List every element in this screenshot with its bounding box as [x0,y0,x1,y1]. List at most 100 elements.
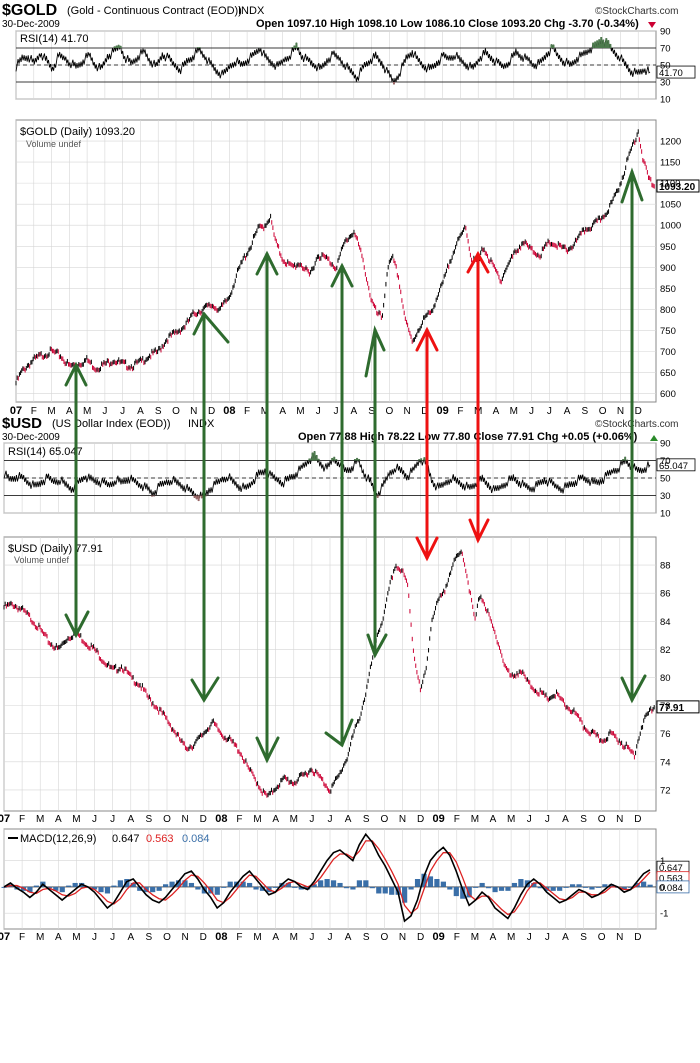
macd-histogram-bar [389,886,395,895]
gold-rsi-title: RSI(14) 41.70 [20,33,88,45]
month-tick-label: J [316,406,321,417]
macd-legend: MACD(12,26,9) 0.647 0.563 0.084 [8,833,210,845]
macd-histogram-bar [363,880,369,887]
month-tick-label: J [120,406,125,417]
macd-histogram-bar [434,879,440,887]
price-value-label: 77.91 [659,703,684,714]
month-tick-label: F [236,814,242,825]
month-tick-label: M [471,814,479,825]
macd-value-box [656,880,690,894]
rsi-value-label: 41.70 [659,68,683,79]
macd-histogram-bar [557,886,563,891]
red-arrow-2 [466,250,490,544]
y-tick-label: -1 [660,909,668,920]
y-tick-label: 82 [660,645,671,656]
y-tick-label: 0 [660,882,665,893]
macd-histogram-bar [479,882,485,887]
price-value-label: 1093.20 [659,182,696,193]
month-tick-label: O [599,406,607,417]
macd-value-label: 0.563 [659,874,683,885]
macd-histogram-bar [356,880,362,887]
macd-histogram-bar [33,885,39,887]
month-tick-label: J [527,814,532,825]
month-tick-label: O [163,932,171,943]
y-tick-label: 72 [660,785,671,796]
macd-histogram-bar [330,880,337,887]
y-tick-label: 76 [660,729,671,740]
month-tick-label: J [92,814,97,825]
macd-legend-value: 0.647 [112,833,140,845]
month-tick-label: S [363,932,370,943]
month-tick-label: N [616,932,623,943]
macd-histogram-bar [421,873,427,887]
macd-histogram-bar [169,881,175,887]
macd-histogram-bar [150,886,156,893]
macd-histogram-bar [1,886,7,888]
macd-histogram-bar [72,882,78,887]
month-tick-label: J [110,932,115,943]
month-tick-label: D [200,932,207,943]
price-value-box [656,700,700,714]
macd-histogram-bar [414,879,421,887]
month-tick-label: N [616,814,623,825]
y-tick-label: 1 [660,856,665,867]
macd-histogram-bar [569,884,576,887]
month-tick-label: M [83,406,91,417]
macd-histogram-bar [292,886,298,888]
y-tick-label: 84 [660,617,671,628]
macd-histogram-bar [408,886,414,890]
usd-symbol: $USD [2,415,42,432]
y-tick-label: 1050 [660,200,681,211]
macd-histogram-bar [98,886,104,893]
macd-histogram-bar [246,882,253,887]
gold-name: (Gold - Continuous Contract (EOD)) [67,5,242,17]
month-tick-label: J [328,932,333,943]
macd-histogram-bar [53,886,59,891]
macd-signal-line [3,840,651,916]
month-tick-label: M [290,932,298,943]
y-tick-label: 74 [660,757,671,768]
y-tick-label: 10 [660,509,671,520]
green-arrow-2 [190,311,230,703]
usd-header: 30-Dec-2009 $USD (US Dollar Index (EOD))… [2,415,679,443]
macd-histogram-bar [402,886,408,903]
month-tick-label: M [507,814,515,825]
macd-histogram-bar [608,884,614,887]
month-tick-label: A [490,932,497,943]
y-tick-label: 1200 [660,137,681,148]
month-tick-label: 07 [0,813,10,825]
macd-histogram-bar [576,884,582,887]
macd-histogram-bar [602,884,608,887]
macd-histogram-bar [104,886,111,894]
month-tick-label: M [296,406,304,417]
y-tick-label: 1000 [660,221,681,232]
annotation-arrows [64,167,647,764]
month-tick-label: J [102,406,107,417]
macd-histogram-bar [188,882,195,887]
month-tick-label: A [350,406,357,417]
macd-histogram-bar [156,886,162,891]
month-tick-label: F [236,932,242,943]
macd-histogram-bar [163,884,169,887]
green-arrow-6 [620,167,647,704]
macd-histogram-bar [473,886,479,888]
month-tick-label: J [309,932,314,943]
macd-legend-name: MACD(12,26,9) [20,833,96,845]
month-tick-label: J [529,406,534,417]
macd-histogram-bar [259,886,266,891]
month-tick-label: M [290,814,298,825]
macd-histogram-bar [647,884,653,887]
month-tick-label: M [47,406,55,417]
macd-histogram-bar [318,880,324,887]
month-tick-label: A [279,406,286,417]
green-arrow-3 [255,250,280,764]
up-arrow-icon [650,435,658,441]
macd-histogram-bar [550,886,556,891]
macd-histogram-bar [376,886,382,894]
usd-date: 30-Dec-2009 [2,432,60,443]
red-arrow-1 [415,326,439,562]
month-tick-label: D [635,406,642,417]
month-tick-label: 08 [223,405,235,417]
macd-histogram-bar [195,886,201,890]
